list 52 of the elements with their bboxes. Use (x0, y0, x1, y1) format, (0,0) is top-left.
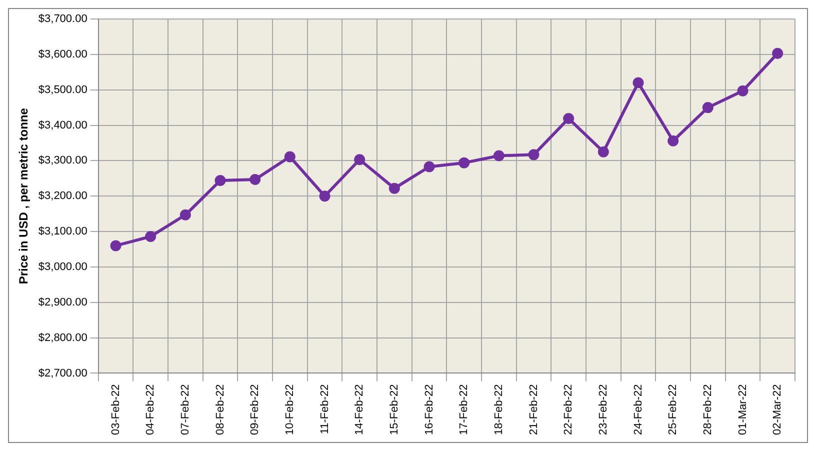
point (668, 135, 679, 146)
point (528, 149, 540, 160)
x-tick-label: 16-Feb-22 (423, 384, 436, 436)
x-tick-label: 08-Feb-22 (214, 384, 226, 436)
point (632, 77, 644, 88)
y-tick-label: $3,200.00 (38, 190, 88, 202)
y-axis-title: Price in USD , per metric tonne (16, 108, 31, 284)
x-tick-label: 24-Feb-22 (632, 384, 644, 436)
point (214, 175, 226, 186)
point (458, 157, 470, 168)
x-tick-label: 07-Feb-22 (179, 384, 192, 436)
y-tick-label: $3,400.00 (38, 119, 88, 132)
y-tick-label: $3,700.00 (38, 13, 88, 26)
y-tick-label: $3,300.00 (38, 154, 88, 167)
point (388, 182, 400, 194)
point (598, 146, 609, 158)
y-tick-label: $3,000.00 (38, 261, 88, 274)
y-tick-label: $2,700.00 (38, 367, 88, 380)
point (493, 150, 504, 162)
point (110, 240, 122, 252)
point (250, 174, 261, 185)
point (563, 113, 574, 124)
x-tick-label: 02-Mar-22 (772, 384, 784, 435)
y-tick-label: $3,100.00 (38, 226, 88, 238)
x-tick-label: 28-Feb-22 (702, 384, 714, 436)
x-tick-label: 09-Feb-22 (249, 384, 262, 436)
y-tick-label: $2,800.00 (38, 332, 88, 344)
x-tick-label: 23-Feb-22 (597, 384, 610, 436)
x-tick-label: 21-Feb-22 (528, 384, 540, 436)
x-tick-label: 17-Feb-22 (458, 384, 470, 436)
point (145, 231, 156, 242)
point (284, 151, 296, 162)
x-tick-label: 01-Mar-22 (736, 384, 749, 435)
x-tick-label: 11-Feb-22 (318, 384, 331, 434)
x-tick-label: 03-Feb-22 (110, 384, 122, 436)
y-tick-label: $3,500.00 (38, 84, 88, 96)
point (424, 161, 435, 172)
point (319, 190, 330, 202)
x-tick-label: 25-Feb-22 (667, 384, 680, 436)
x-tick-label: 15-Feb-22 (388, 384, 400, 436)
x-tick-label: 04-Feb-22 (144, 384, 157, 436)
y-tick-label: $3,600.00 (38, 48, 88, 60)
y-tick-label: $2,900.00 (38, 296, 88, 308)
point (180, 209, 191, 220)
x-tick-label: 14-Feb-22 (354, 384, 366, 436)
x-tick-label: 22-Feb-22 (562, 384, 575, 436)
point (737, 85, 748, 96)
point (354, 154, 366, 166)
x-tick-label: 10-Feb-22 (284, 384, 296, 436)
point (702, 102, 714, 114)
point (772, 48, 784, 59)
x-tick-label: 18-Feb-22 (492, 384, 505, 436)
